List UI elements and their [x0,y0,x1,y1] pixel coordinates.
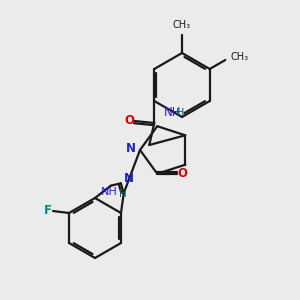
Text: CH₃: CH₃ [173,20,191,30]
Text: NH: NH [164,106,182,118]
Text: H: H [176,108,185,118]
Text: N: N [124,172,134,185]
Text: O: O [177,167,187,180]
Text: CH₃: CH₃ [230,52,248,62]
Text: O: O [124,113,134,127]
Text: F: F [44,205,52,218]
Text: NH: NH [100,187,117,197]
Text: H: H [119,189,127,199]
Text: N: N [126,142,136,155]
